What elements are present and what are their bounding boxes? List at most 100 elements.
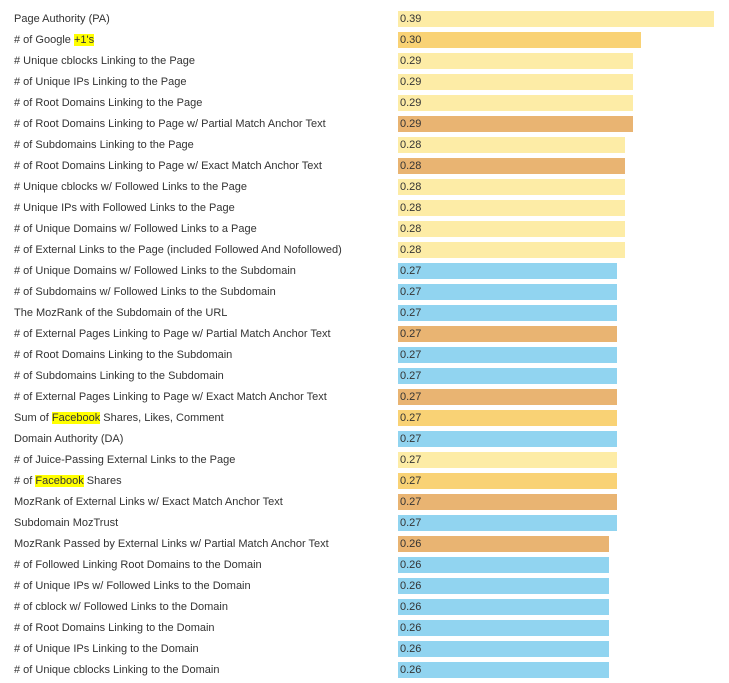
bar <box>398 326 617 342</box>
value-label: 0.26 <box>400 559 422 571</box>
bar <box>398 74 633 90</box>
value-label: 0.28 <box>400 160 422 172</box>
bar <box>398 284 617 300</box>
row-label: # of Root Domains Linking to the Domain <box>14 622 215 634</box>
row-label: Subdomain MozTrust <box>14 517 119 529</box>
row-label: # of cblock w/ Followed Links to the Dom… <box>14 601 228 613</box>
row-label: # of Unique IPs w/ Followed Links to the… <box>14 580 251 592</box>
label-highlight: +1's <box>73 34 95 46</box>
row-label: # Unique cblocks w/ Followed Links to th… <box>14 181 247 193</box>
row-label: # of External Pages Linking to Page w/ P… <box>14 328 331 340</box>
bar <box>398 179 625 195</box>
value-label: 0.27 <box>400 433 422 445</box>
bar <box>398 536 609 552</box>
row-label: # of Unique IPs Linking to the Domain <box>14 643 199 655</box>
row-label: Domain Authority (DA) <box>14 433 124 445</box>
row-label: # of Root Domains Linking to Page w/ Par… <box>14 118 326 130</box>
value-label: 0.27 <box>400 475 422 487</box>
value-label: 0.29 <box>400 97 422 109</box>
row-label: # of Unique Domains w/ Followed Links to… <box>14 223 257 235</box>
value-label: 0.27 <box>400 454 422 466</box>
value-label: 0.27 <box>400 307 422 319</box>
row-label: # of Followed Linking Root Domains to th… <box>14 559 262 571</box>
value-label: 0.27 <box>400 496 422 508</box>
value-label: 0.28 <box>400 223 422 235</box>
value-label: 0.27 <box>400 286 422 298</box>
value-label: 0.26 <box>400 622 422 634</box>
row-label: # of External Pages Linking to Page w/ E… <box>14 391 327 403</box>
value-label: 0.27 <box>400 412 422 424</box>
value-label: 0.26 <box>400 538 422 550</box>
bar <box>398 452 617 468</box>
value-label: 0.27 <box>400 517 422 529</box>
row-label: Sum of Facebook Shares, Likes, Comment <box>14 412 224 424</box>
bar <box>398 368 617 384</box>
value-label: 0.26 <box>400 643 422 655</box>
row-label: # of Unique IPs Linking to the Page <box>14 76 187 88</box>
row-label: MozRank Passed by External Links w/ Part… <box>14 538 329 550</box>
value-label: 0.29 <box>400 118 422 130</box>
label-highlight: Facebook <box>51 412 101 424</box>
bar <box>398 137 625 153</box>
bar <box>398 389 617 405</box>
row-label: Page Authority (PA) <box>14 13 110 25</box>
bar <box>398 410 617 426</box>
bar <box>398 515 617 531</box>
row-label: # of Root Domains Linking to Page w/ Exa… <box>14 160 322 172</box>
row-label: # Unique cblocks Linking to the Page <box>14 55 196 67</box>
bar <box>398 662 609 678</box>
row-label: # of Subdomains w/ Followed Links to the… <box>14 286 276 298</box>
value-label: 0.28 <box>400 244 422 256</box>
row-label: The MozRank of the Subdomain of the URL <box>14 307 228 319</box>
row-label: # of External Links to the Page (include… <box>14 244 342 256</box>
value-label: 0.28 <box>400 202 422 214</box>
bar <box>398 53 633 69</box>
row-label: MozRank of External Links w/ Exact Match… <box>14 496 283 508</box>
value-label: 0.28 <box>400 139 422 151</box>
bar <box>398 158 625 174</box>
bar <box>398 305 617 321</box>
value-label: 0.29 <box>400 76 422 88</box>
bar <box>398 494 617 510</box>
value-label: 0.30 <box>400 34 422 46</box>
bar <box>398 11 714 27</box>
row-label: # of Unique Domains w/ Followed Links to… <box>14 265 296 277</box>
bar <box>398 95 633 111</box>
bar <box>398 347 617 363</box>
row-label: # of Unique cblocks Linking to the Domai… <box>14 664 220 676</box>
value-label: 0.27 <box>400 391 422 403</box>
value-label: 0.28 <box>400 181 422 193</box>
row-label: # of Juice-Passing External Links to the… <box>14 454 236 466</box>
row-label: # of Root Domains Linking to the Page <box>14 97 203 109</box>
label-highlight: Facebook <box>35 475 84 487</box>
bar <box>398 242 625 258</box>
bar <box>398 200 625 216</box>
bar <box>398 116 633 132</box>
bar <box>398 473 617 489</box>
value-label: 0.39 <box>400 13 422 25</box>
row-label: # of Google +1's <box>14 34 95 46</box>
value-label: 0.29 <box>400 55 422 67</box>
bar <box>398 32 641 48</box>
value-label: 0.27 <box>400 328 422 340</box>
bar <box>398 431 617 447</box>
row-label: # of Subdomains Linking to the Page <box>14 139 194 151</box>
value-label: 0.26 <box>400 580 422 592</box>
row-label: # Unique IPs with Followed Links to the … <box>14 202 235 214</box>
value-label: 0.26 <box>400 601 422 613</box>
bar <box>398 557 609 573</box>
value-label: 0.26 <box>400 664 422 676</box>
bar <box>398 263 617 279</box>
bar <box>398 578 609 594</box>
value-label: 0.27 <box>400 349 422 361</box>
bar <box>398 620 609 636</box>
bar <box>398 599 609 615</box>
row-label: # of Root Domains Linking to the Subdoma… <box>14 349 233 361</box>
value-label: 0.27 <box>400 265 422 277</box>
bar <box>398 641 609 657</box>
row-label: # of Facebook Shares <box>14 475 122 487</box>
value-label: 0.27 <box>400 370 422 382</box>
row-label: # of Subdomains Linking to the Subdomain <box>14 370 224 382</box>
bar <box>398 221 625 237</box>
